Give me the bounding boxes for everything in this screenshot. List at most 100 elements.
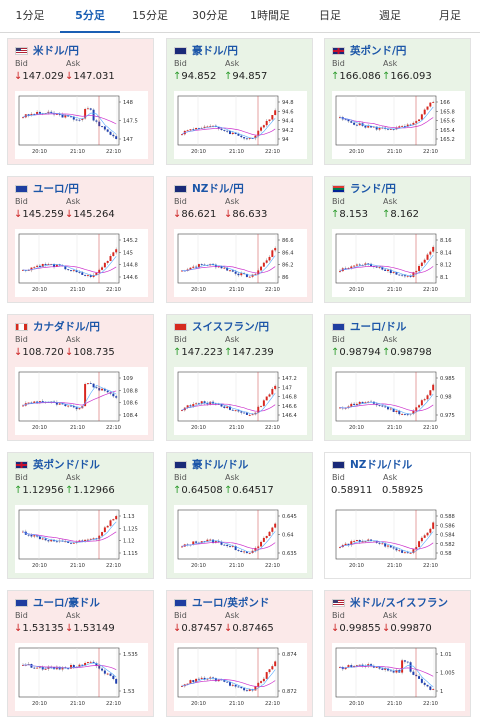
price-chart[interactable]: 0.588 0.586 0.584 0.582 0.58 20:10 21:10 22:10 — [332, 505, 465, 573]
candle — [375, 667, 378, 668]
tab-1[interactable]: 5分足 — [60, 0, 120, 33]
price-chart[interactable]: 94.8 94.6 94.4 94.2 94 20:10 21:10 22:10 — [174, 91, 307, 159]
pair-title[interactable]: カナダドル/円 — [33, 321, 100, 333]
candle — [389, 670, 392, 672]
bid-price: 0.58911 — [331, 485, 372, 496]
tab-3[interactable]: 30分足 — [192, 9, 228, 22]
price-chart[interactable]: 166 165.8 165.6 165.4 165.2 20:10 21:10 22:10 — [332, 91, 465, 159]
rate-card[interactable]: NZドル/円 Bid Ask ↓86.621 ↓86.633 86.6 86.4 86.2 86… — [166, 176, 313, 303]
tab-5[interactable]: 日足 — [319, 9, 341, 22]
ask-price: ↓147.031 — [65, 71, 115, 82]
x-tick-label: 22:10 — [423, 701, 438, 707]
candle — [406, 124, 409, 127]
rate-card[interactable]: 英ポンド/ドル Bid Ask ↑1.12956 ↑1.12966 1.13 1.125 1.… — [7, 452, 154, 579]
candle — [70, 542, 72, 544]
price-chart[interactable]: 147.2 147 146.8 146.6 146.4 20:10 21:10 22:10 — [174, 367, 307, 435]
candle — [420, 114, 423, 120]
arrow-down-icon: ↓ — [65, 209, 74, 220]
tab-7[interactable]: 月足 — [439, 9, 461, 22]
pair-title[interactable]: 英ポンド/ドル — [33, 459, 100, 471]
candle — [353, 665, 356, 668]
pair-title[interactable]: 米ドル/スイスフラン — [350, 597, 449, 609]
candle — [358, 123, 361, 126]
arrow-up-icon: ↑ — [224, 71, 233, 82]
candle — [33, 401, 36, 404]
moving-average-short — [181, 118, 276, 139]
moving-average-short — [22, 384, 117, 408]
candle — [30, 267, 33, 271]
candle — [30, 535, 33, 537]
candle — [339, 407, 341, 409]
y-tick-label: 8.14 — [440, 250, 452, 256]
candle — [112, 675, 115, 679]
tab-2[interactable]: 15分足 — [132, 9, 168, 22]
candlestick-chart: 0.588 0.586 0.584 0.582 0.58 20:10 21:10 22:10 — [335, 509, 456, 569]
price-chart[interactable]: 145.2 145 144.8 144.6 20:10 21:10 22:10 — [15, 229, 148, 297]
rate-card[interactable]: ユーロ/円 Bid Ask ↓145.259 ↓145.264 145.2 145 144.8… — [7, 176, 154, 303]
candle — [50, 111, 53, 113]
bid-price: ↑94.852 — [173, 71, 216, 82]
candle — [243, 137, 246, 139]
rate-card[interactable]: ユーロ/英ポンド Bid Ask ↓0.87457 ↓0.87465 0.874 0.872… — [166, 590, 313, 717]
y-tick-label: 94.8 — [282, 100, 294, 106]
price-chart[interactable]: 1.535 1.53 20:10 21:10 22:10 — [15, 643, 148, 711]
candle — [30, 113, 33, 116]
candle — [370, 126, 373, 128]
candle — [67, 405, 70, 407]
price-chart[interactable]: 0.874 0.872 20:10 21:10 22:10 — [174, 643, 307, 711]
tab-6[interactable]: 週足 — [379, 9, 401, 22]
candle — [22, 117, 24, 119]
price-chart[interactable]: 1.13 1.125 1.12 1.115 20:10 21:10 22:10 — [15, 505, 148, 573]
pair-title[interactable]: NZドル/円 — [192, 183, 244, 195]
ask-label: Ask — [225, 197, 240, 206]
pair-title[interactable]: ユーロ/豪ドル — [33, 597, 100, 609]
price-chart[interactable]: 148 147.5 147 20:10 21:10 22:10 — [15, 91, 148, 159]
y-tick-label: 0.588 — [440, 514, 455, 520]
pair-title[interactable]: 豪ドル/円 — [192, 45, 238, 57]
moving-average-short — [181, 393, 276, 415]
price-chart[interactable]: 109 108.8 108.6 108.4 20:10 21:10 22:10 — [15, 367, 148, 435]
price-chart[interactable]: 0.645 0.64 0.635 20:10 21:10 22:10 — [174, 505, 307, 573]
pair-title[interactable]: 英ポンド/円 — [350, 45, 407, 57]
candlestick-chart: 148 147.5 147 20:10 21:10 22:10 — [18, 95, 138, 155]
x-tick-label: 20:10 — [349, 287, 364, 293]
candle — [203, 126, 206, 128]
candle — [237, 686, 240, 688]
y-tick-label: 144.6 — [123, 275, 138, 281]
rate-card[interactable]: ユーロ/ドル Bid Ask ↑0.98794 ↑0.98798 0.985 0.98 0.9… — [324, 314, 471, 441]
pair-title[interactable]: ユーロ/英ポンド — [192, 597, 270, 609]
price-chart[interactable]: 1.01 1.005 1 20:10 21:10 22:10 — [332, 643, 465, 711]
pair-title[interactable]: ユーロ/ドル — [350, 321, 407, 333]
candle — [401, 274, 404, 276]
rate-card[interactable]: ランド/円 Bid Ask ↑8.153 ↑8.162 8.16 8.14 8.12 8.1 20… — [324, 176, 471, 303]
pair-title[interactable]: スイスフラン/円 — [192, 321, 270, 333]
candle — [406, 552, 409, 554]
price-chart[interactable]: 8.16 8.14 8.12 8.1 20:10 21:10 22:10 — [332, 229, 465, 297]
pair-title[interactable]: ユーロ/円 — [33, 183, 79, 195]
price-chart[interactable]: 86.6 86.4 86.2 86 20:10 21:10 22:10 — [174, 229, 307, 297]
x-tick-label: 20:10 — [349, 563, 364, 569]
rate-card[interactable]: スイスフラン/円 Bid Ask ↑147.223 ↑147.239 147.2 147 14… — [166, 314, 313, 441]
price-chart[interactable]: 0.985 0.98 0.975 20:10 21:10 22:10 — [332, 367, 465, 435]
pair-title[interactable]: ランド/円 — [350, 183, 396, 195]
candle — [33, 667, 36, 669]
rate-card[interactable]: カナダドル/円 Bid Ask ↓108.720 ↓108.735 109 108.8 108… — [7, 314, 154, 441]
pair-title[interactable]: 豪ドル/ドル — [192, 459, 249, 471]
candle — [22, 270, 24, 271]
candle — [420, 537, 423, 542]
rate-card[interactable]: NZドル/ドル Bid Ask 0.58911 0.58925 0.588 0.586 0.5… — [324, 452, 471, 579]
pair-title[interactable]: NZドル/ドル — [350, 459, 413, 471]
rate-card[interactable]: 豪ドル/円 Bid Ask ↑94.852 ↑94.857 94.8 94.6 94.4 94.… — [166, 38, 313, 165]
tab-4[interactable]: 1時間足 — [250, 9, 290, 22]
candle — [36, 265, 39, 267]
candle — [248, 689, 251, 691]
rate-card[interactable]: 英ポンド/円 Bid Ask ↑166.086 ↑166.093 166 165.8 165.… — [324, 38, 471, 165]
rate-card[interactable]: 米ドル/スイスフラン Bid Ask ↓0.99855 ↓0.99870 1.01 1.00… — [324, 590, 471, 717]
rate-card[interactable]: 豪ドル/ドル Bid Ask ↑0.64508 ↑0.64517 0.645 0.64 0.6… — [166, 452, 313, 579]
candle — [103, 670, 106, 674]
pair-title[interactable]: 米ドル/円 — [33, 45, 79, 57]
rate-card[interactable]: ユーロ/豪ドル Bid Ask ↓1.53135 ↓1.53149 1.535 1.53 20… — [7, 590, 154, 717]
rate-card[interactable]: 米ドル/円 Bid Ask ↓147.029 ↓147.031 148 147.5 147 20… — [7, 38, 154, 165]
tab-0[interactable]: 1分足 — [15, 9, 45, 22]
candle — [398, 126, 401, 128]
